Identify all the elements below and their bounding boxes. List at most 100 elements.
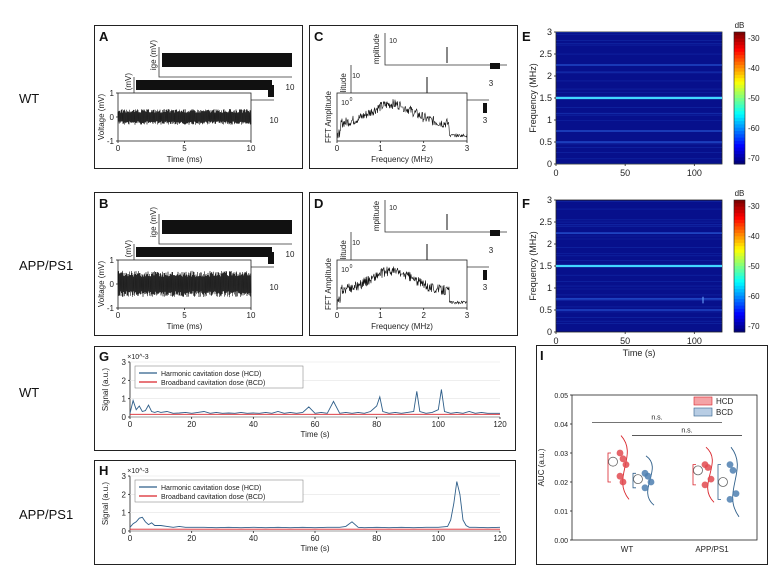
- panel-letter-b: B: [99, 196, 109, 211]
- mid-voltage-trace: [136, 247, 272, 257]
- xtick-label: 100: [432, 534, 446, 543]
- xtick-label: 3: [465, 144, 470, 153]
- back-ylabel: ige (mV): [149, 40, 158, 71]
- mean-marker: [718, 477, 728, 487]
- back-fft-ylabel: mplitude: [372, 33, 381, 64]
- colorbar-segment: [734, 104, 745, 109]
- back-trace-axes: [158, 47, 292, 78]
- row-label-app-top: APP/PS1: [19, 258, 74, 273]
- colorbar-segment: [734, 71, 745, 76]
- mean-marker: [608, 456, 618, 467]
- back-xtick: 10: [286, 250, 295, 259]
- back-fft-xtick: 3: [489, 79, 494, 88]
- colorbar-segment: [734, 68, 745, 73]
- panel-letter-e: E: [522, 29, 531, 44]
- xtick-label: 40: [249, 420, 258, 429]
- colorbar-segment: [734, 121, 745, 125]
- colorbar-segment: [734, 259, 745, 264]
- ytick-label: 0.03: [554, 451, 568, 458]
- colorbar-segment: [734, 114, 745, 119]
- front-fft-plot-area: [336, 92, 468, 142]
- legend-label: Broadband cavitation dose (BCD): [161, 380, 265, 387]
- xlabel: Time (s): [623, 348, 656, 358]
- legend-label: BCD: [716, 408, 733, 417]
- ytick-label: 1.5: [539, 93, 552, 103]
- back-fft-ylabel: mplitude: [372, 200, 381, 231]
- data-point: [644, 472, 652, 480]
- mid-voltage-trace: [136, 80, 272, 90]
- colorbar-segment: [734, 246, 745, 250]
- colorbar-segment: [734, 285, 745, 290]
- colorbar-segment: [734, 318, 745, 323]
- colorbar-segment: [734, 242, 745, 247]
- ytick-label: 0.04: [554, 422, 568, 429]
- ytick-label: 2: [547, 71, 552, 81]
- mid-fft-xtick: 3: [483, 116, 488, 125]
- xtick-label: 0: [553, 336, 558, 346]
- xtick-label: 20: [187, 420, 196, 429]
- colorbar-segment: [734, 51, 745, 56]
- xtick-label: 50: [620, 336, 630, 346]
- ylabel: FFT Amplitude: [324, 91, 333, 143]
- colorbar-segment: [734, 74, 745, 79]
- mid-fft-noise: [483, 270, 487, 280]
- xtick-label: 0: [128, 534, 133, 543]
- ytick-label: 2: [122, 376, 127, 385]
- colorbar-segment: [734, 236, 745, 241]
- colorbar-segment: [734, 35, 745, 40]
- mid-ylabel: 3 (mV): [124, 240, 133, 264]
- xlabel: Frequency (MHz): [371, 322, 433, 331]
- xtick-label: 120: [493, 534, 507, 543]
- ylabel: Voltage (mV): [97, 94, 106, 141]
- colorbar-segment: [734, 78, 745, 82]
- colorbar-frame: [733, 199, 746, 333]
- colorbar-segment: [734, 239, 745, 244]
- data-point: [732, 490, 740, 497]
- colorbar-segment: [734, 226, 745, 231]
- colorbar-segment: [734, 137, 745, 142]
- ytick-label: 0.5: [539, 305, 552, 315]
- ytick-label: -1: [107, 304, 115, 313]
- row-label-wt-bottom: WT: [19, 385, 40, 400]
- xtick-label: 60: [311, 420, 320, 429]
- back-fft-axes: [384, 33, 507, 66]
- data-point: [616, 472, 624, 480]
- y-multiplier: ×10^-3: [127, 468, 148, 475]
- colorbar-segment: [734, 216, 745, 221]
- ytick-label: 0: [547, 327, 552, 337]
- xtick-label: 1: [378, 144, 383, 153]
- ytick-label: 0.02: [554, 480, 568, 487]
- ytick-label: 1.5: [539, 261, 552, 271]
- colorbar-segment: [734, 275, 745, 280]
- ytick-label: 2: [122, 490, 127, 499]
- mid-fft-ytick: 10: [352, 73, 360, 80]
- colorbar-tick: -70: [748, 154, 760, 163]
- xtick-label: 0: [116, 311, 121, 320]
- data-point: [701, 481, 709, 489]
- colorbar-tick: -50: [748, 262, 760, 271]
- xtick-label: 120: [493, 420, 507, 429]
- colorbar-segment: [734, 308, 745, 313]
- mid-fft-noise: [483, 103, 487, 113]
- ytick-label: 0.00: [554, 538, 568, 545]
- back-fft-axes: [384, 200, 507, 233]
- xtick-label: 0: [335, 311, 340, 320]
- colorbar-segment: [734, 154, 745, 158]
- ytick-label: -1: [107, 137, 115, 146]
- colorbar-tick: -70: [748, 322, 760, 331]
- xtick-label: 0: [116, 144, 121, 153]
- ylabel: FFT Amplitude: [324, 258, 333, 310]
- mid-xtick: 10: [270, 283, 279, 292]
- colorbar-segment: [734, 262, 745, 267]
- colorbar-segment: [734, 127, 745, 132]
- ylabel: Voltage (mV): [97, 261, 106, 308]
- colorbar-segment: [734, 147, 745, 152]
- colorbar-segment: [734, 252, 745, 257]
- ytick-label: 1: [110, 89, 115, 98]
- colorbar-segment: [734, 48, 745, 53]
- ytick-label: 0.01: [554, 509, 568, 516]
- front-fft-plot-area: [336, 259, 468, 309]
- colorbar-segment: [734, 223, 745, 227]
- colorbar-segment: [734, 325, 745, 330]
- fft-ytick-label: 10: [341, 267, 349, 274]
